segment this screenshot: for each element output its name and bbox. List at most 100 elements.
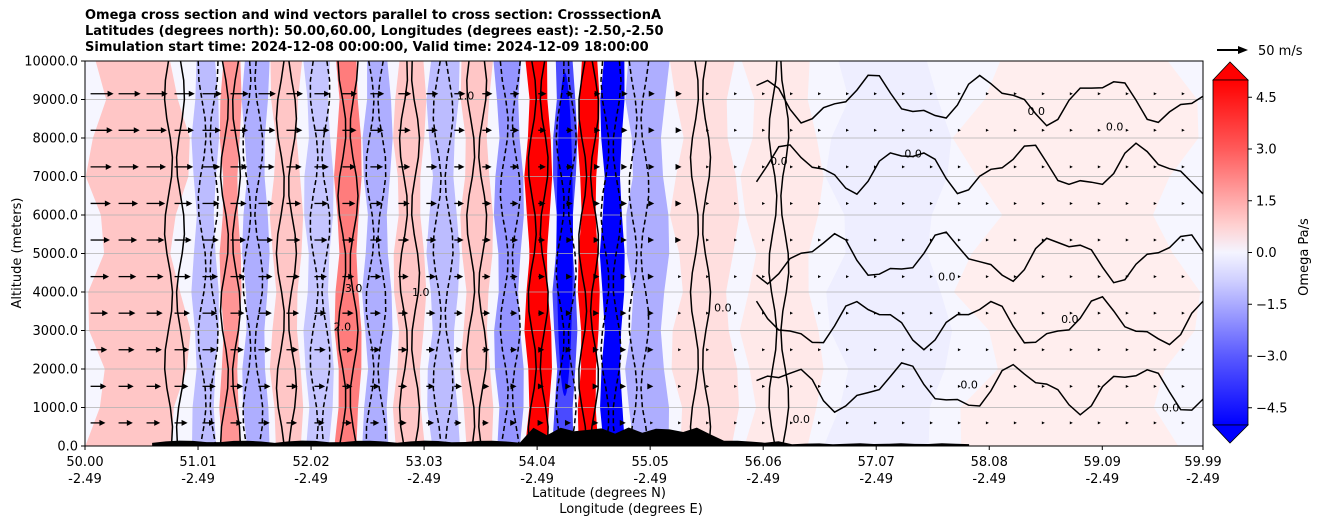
wind-vector-head <box>349 163 356 170</box>
wind-vector-head <box>901 384 905 388</box>
y-tick-label: 4000.0 <box>33 286 79 301</box>
colorbar: 4.5 3.0 1.5 0.0 −1.5 −3.0 −4.5 Omega Pa/s <box>1212 61 1312 444</box>
wind-vector-head <box>214 163 221 170</box>
contour-label: 0.0 <box>960 378 978 391</box>
x-tick-label-lon: -2.49 <box>181 472 215 487</box>
wind-vector-head <box>134 90 141 97</box>
wind-vector-head <box>565 310 572 317</box>
wind-vector-head <box>675 127 682 134</box>
wind-vector-head <box>242 127 249 134</box>
wind-vector-head <box>790 348 794 352</box>
wind-vector-head <box>846 92 850 96</box>
wind-vector-head <box>156 310 163 317</box>
wind-vector-head <box>348 273 355 280</box>
wind-vector-head <box>592 346 599 353</box>
wind-vector-head <box>706 165 710 169</box>
wind-vector-head <box>1069 92 1073 96</box>
wind-vector-head <box>1013 165 1017 169</box>
wind-vector-head <box>1153 348 1157 352</box>
wind-vector-head <box>706 238 710 242</box>
wind-vector-head <box>181 419 188 426</box>
wind-vector-head <box>790 92 794 96</box>
omega-contours <box>163 61 1203 446</box>
wind-vector-head <box>155 346 162 353</box>
x-tick-label-lat: 57.07 <box>858 455 895 470</box>
wind-vector-head <box>1181 238 1185 242</box>
wind-vector-head <box>484 273 491 280</box>
x-tick-label-lon: -2.49 <box>1085 472 1119 487</box>
wind-vector-head <box>239 273 246 280</box>
wind-vector-head <box>873 128 877 132</box>
wind-vector-head <box>594 90 601 97</box>
wind-vector-head <box>264 383 271 390</box>
wind-vector-head <box>183 346 190 353</box>
wind-vector-head <box>1013 201 1017 205</box>
wind-vector-head <box>1097 275 1101 279</box>
wind-vector-head <box>985 201 989 205</box>
wind-vector-head <box>957 92 961 96</box>
wind-vector-head <box>1153 421 1157 425</box>
wind-vector-head <box>1181 348 1185 352</box>
wind-vector-head <box>873 275 877 279</box>
wind-vector-head <box>818 348 822 352</box>
wind-vector-head <box>818 275 822 279</box>
wind-vector-head <box>762 421 766 425</box>
wind-vector-head <box>1153 165 1157 169</box>
wind-vector-head <box>620 346 627 353</box>
wind-vector-head <box>537 419 544 426</box>
title-line-3: Simulation start time: 2024-12-08 00:00:… <box>85 40 649 55</box>
contour-line <box>321 61 331 446</box>
colorbar-tick-label: 3.0 <box>1256 143 1277 158</box>
colorbar-min-extension <box>1212 424 1249 444</box>
wind-vector-head <box>593 200 600 207</box>
y-tick-label: 0.0 <box>57 440 78 455</box>
wind-vector-head <box>265 310 272 317</box>
wind-vector-head <box>511 310 518 317</box>
wind-vector-head <box>957 201 961 205</box>
wind-vector-head <box>404 163 411 170</box>
wind-vector-head <box>374 346 381 353</box>
contour-line <box>287 61 298 446</box>
wind-vector-head <box>350 127 357 134</box>
wind-vector-head <box>296 127 303 134</box>
contour-line <box>640 61 650 446</box>
wind-vector-head <box>240 200 247 207</box>
wind-vector-head <box>846 311 850 315</box>
wind-vector-head <box>647 383 654 390</box>
wind-vector-head <box>483 383 490 390</box>
wind-vector-head <box>160 163 167 170</box>
wind-vector-head <box>1069 421 1073 425</box>
wind-vector-head <box>957 238 961 242</box>
contour-line <box>755 295 1203 351</box>
wind-vector-head <box>762 384 766 388</box>
wind-vector-head <box>929 348 933 352</box>
wind-vector-head <box>762 128 766 132</box>
wind-vector-head <box>458 163 465 170</box>
wind-vector-head <box>105 163 112 170</box>
x-tick-label-lat: 58.08 <box>971 455 1008 470</box>
wind-vector-head <box>267 237 274 244</box>
contour-label: 0.0 <box>904 147 922 160</box>
title-line-2: Latitudes (degrees north): 50.00,60.00, … <box>85 24 664 39</box>
wind-vector-head <box>1069 275 1073 279</box>
wind-vector-head <box>566 200 573 207</box>
wind-vector-head <box>818 421 822 425</box>
wind-vector-head <box>1153 275 1157 279</box>
wind-vector-head <box>130 273 137 280</box>
wind-vector-head <box>790 165 794 169</box>
wind-vector-head <box>901 311 905 315</box>
wind-vector-head <box>818 311 822 315</box>
contour-line <box>499 61 509 446</box>
wind-vector-head <box>678 275 682 279</box>
wind-vector-head <box>790 275 794 279</box>
x-tick-label-lat: 50.00 <box>66 455 103 470</box>
wind-vector-head <box>404 127 411 134</box>
wind-vector-head <box>1041 311 1045 315</box>
wind-vector-head <box>1153 92 1157 96</box>
wind-vector-head <box>133 127 140 134</box>
wind-vector-head <box>484 310 491 317</box>
wind-vector-head <box>734 92 738 96</box>
wind-vector-head <box>873 384 877 388</box>
wind-vector-head <box>762 275 766 279</box>
